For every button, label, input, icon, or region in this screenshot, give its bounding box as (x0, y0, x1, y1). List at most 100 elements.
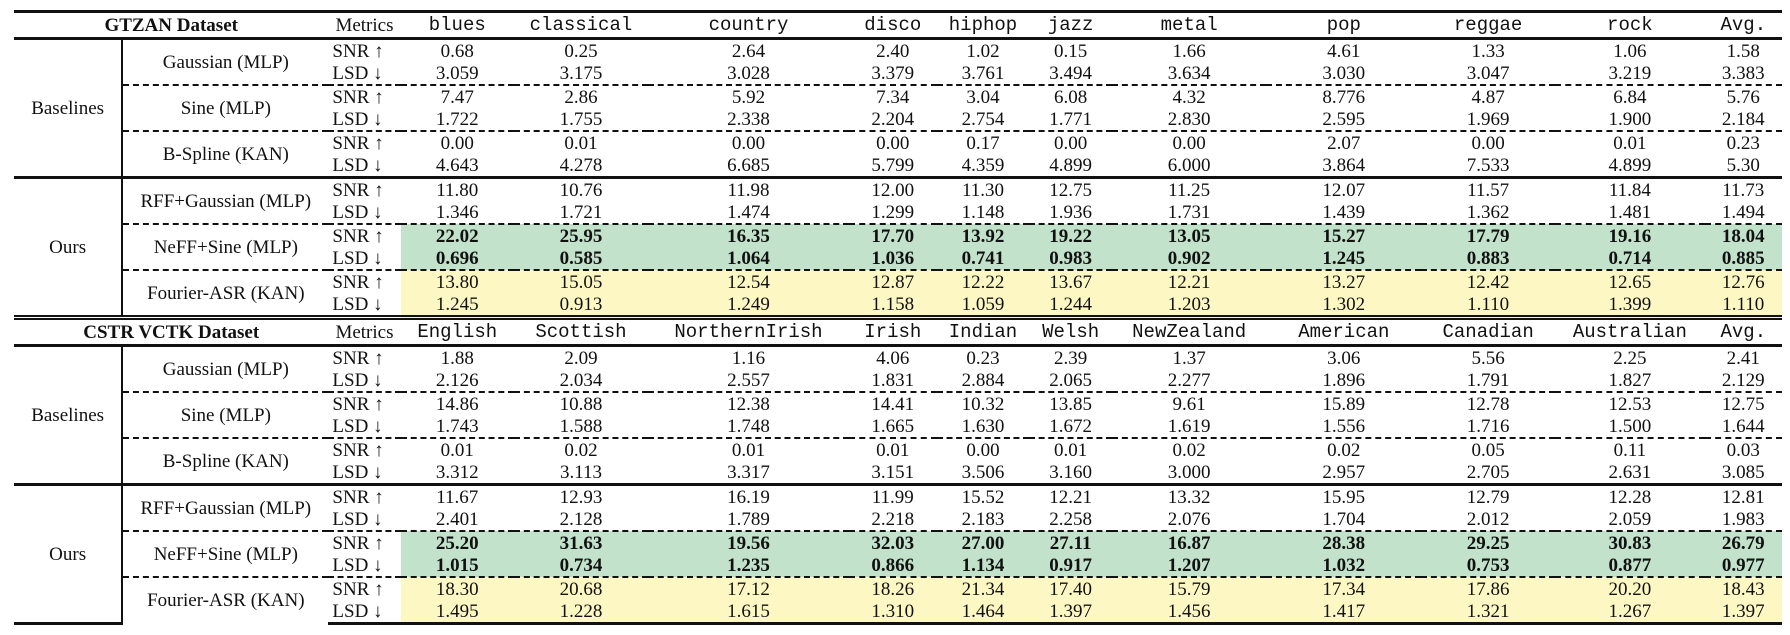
value-cell: 6.84 (1555, 84, 1705, 108)
value-cell: 11.67 (400, 483, 514, 508)
value-cell: 3.047 (1466, 62, 1510, 84)
value-cell: 5.30 (1726, 154, 1760, 176)
value-cell: 32.03 (848, 530, 937, 554)
value-cell: 2.957 (1322, 461, 1366, 483)
value-cell: 11.80 (400, 176, 514, 201)
metric-label: LSD ↓ (328, 600, 401, 625)
value-cell: 11.73 (1704, 176, 1782, 201)
value-cell: 0.753 (1421, 554, 1556, 577)
value-cell: 2.884 (961, 369, 1005, 391)
value-cell: 1.207 (1111, 554, 1267, 577)
value-cell: 0.902 (1111, 247, 1267, 270)
value-cell: 15.52 (936, 483, 1030, 508)
value-cell: 8.776 (1266, 84, 1422, 108)
value-cell: 2.218 (871, 508, 915, 530)
value-cell: 0.00 (1029, 130, 1112, 154)
value-cell: 17.12 (647, 576, 849, 600)
column-header: Welsh (1029, 315, 1112, 346)
metric-label: SNR ↑ (328, 37, 401, 62)
table-row: LSD ↓ 2.126 2.034 2.557 1.831 2.884 2.065 2.277… (14, 369, 1782, 392)
value-cell: 10.76 (513, 176, 648, 201)
method-name: Sine (MLP) (122, 391, 329, 438)
table-row: Fourier-ASR (KAN) SNR ↑ 13.80 15.05 12.54 12.… (14, 269, 1782, 318)
value-cell: 25.95 (513, 223, 648, 247)
value-cell: 12.38 (647, 391, 849, 415)
value-cell: 2.705 (1466, 461, 1510, 483)
value-cell: 0.00 (936, 437, 1030, 461)
value-cell: 17.70 (848, 223, 937, 247)
value-cell: 1.900 (1608, 108, 1652, 130)
value-cell: 1.827 (1608, 369, 1652, 391)
table-row: Baselines Gaussian (MLP) SNR ↑ 0.68 0.25 2.64… (14, 37, 1782, 178)
value-cell: 4.06 (848, 344, 937, 369)
value-cell: 1.310 (848, 600, 937, 625)
value-cell: 14.86 (400, 391, 514, 415)
column-header: NewZealand (1111, 315, 1267, 346)
metric-label: SNR ↑ (328, 391, 401, 415)
method-name: Fourier-ASR (KAN) (122, 576, 329, 624)
value-cell: 7.47 (400, 84, 514, 108)
value-cell: 1.397 (1029, 600, 1112, 625)
value-cell: 0.23 (1704, 130, 1782, 154)
value-cell: 16.87 (1111, 530, 1267, 554)
metric-label: SNR ↑ (328, 530, 401, 554)
value-cell: 1.032 (1266, 554, 1422, 577)
group-label: Baselines (14, 37, 124, 178)
value-cell: 12.79 (1421, 483, 1556, 508)
column-header: pop (1266, 10, 1422, 39)
value-cell: 1.615 (647, 600, 849, 625)
column-header: Avg. (1704, 10, 1782, 39)
table-row: B-Spline (KAN) SNR ↑ 0.01 0.02 0.01 0.01 0.00 0… (14, 437, 1782, 485)
value-cell: 29.25 (1421, 530, 1556, 554)
value-cell: 1.88 (400, 344, 514, 369)
value-cell: 1.716 (1466, 415, 1510, 437)
value-cell: 1.791 (1466, 369, 1510, 391)
value-cell: 2.754 (961, 108, 1005, 130)
value-cell: 0.02 (513, 437, 648, 461)
method-name: Gaussian (MLP) (122, 344, 329, 392)
value-cell: 1.630 (961, 415, 1005, 437)
value-cell: 14.41 (848, 391, 937, 415)
metric-label: LSD ↓ (332, 154, 383, 176)
value-cell: 1.969 (1466, 108, 1510, 130)
value-cell: 0.877 (1555, 554, 1705, 577)
value-cell: 1.203 (1111, 293, 1267, 318)
value-cell: 16.19 (647, 483, 849, 508)
value-cell: 7.533 (1466, 154, 1510, 176)
value-cell: 21.34 (936, 576, 1030, 600)
value-cell: 1.672 (1049, 415, 1092, 437)
metric-label: LSD ↓ (332, 201, 383, 223)
column-header: Avg. (1704, 315, 1782, 346)
value-cell: 11.84 (1555, 176, 1705, 201)
table-row: NeFF+Sine (MLP) SNR ↑ 22.02 25.95 16.35 17.70… (14, 223, 1782, 270)
metric-label: LSD ↓ (332, 369, 383, 391)
value-cell: 0.977 (1704, 554, 1782, 577)
value-cell: 0.01 (513, 130, 648, 154)
value-cell: 0.983 (1029, 247, 1112, 270)
metric-label: SNR ↑ (328, 437, 401, 461)
value-cell: 13.85 (1029, 391, 1112, 415)
table-row: LSD ↓ 4.643 4.278 6.685 5.799 4.359 4.899 6.000… (14, 154, 1782, 178)
value-cell: 2.86 (513, 84, 648, 108)
value-cell: 0.917 (1029, 554, 1112, 577)
column-header: metal (1111, 10, 1267, 39)
method-name: NeFF+Sine (MLP) (122, 530, 329, 577)
value-cell: 0.885 (1704, 247, 1782, 270)
column-header: Indian (936, 315, 1030, 346)
table-row: Sine (MLP) SNR ↑ 7.47 2.86 5.92 7.34 3.04 6.08 4… (14, 84, 1782, 131)
column-header: American (1266, 315, 1422, 346)
value-cell: 1.748 (727, 415, 770, 437)
value-cell: 12.07 (1266, 176, 1422, 201)
value-cell: 1.16 (647, 344, 849, 369)
value-cell: 13.92 (936, 223, 1030, 247)
value-cell: 1.439 (1322, 201, 1366, 223)
metric-label: LSD ↓ (332, 293, 383, 315)
method-name: B-Spline (KAN) (122, 130, 329, 178)
value-cell: 18.30 (400, 576, 514, 600)
value-cell: 15.95 (1266, 483, 1422, 508)
value-cell: 2.059 (1608, 508, 1652, 530)
table-row: Sine (MLP) SNR ↑ 14.86 10.88 12.38 14.41 10.32… (14, 391, 1782, 438)
value-cell: 12.93 (513, 483, 648, 508)
metric-label: SNR ↑ (328, 344, 401, 369)
column-header: reggae (1421, 10, 1556, 39)
